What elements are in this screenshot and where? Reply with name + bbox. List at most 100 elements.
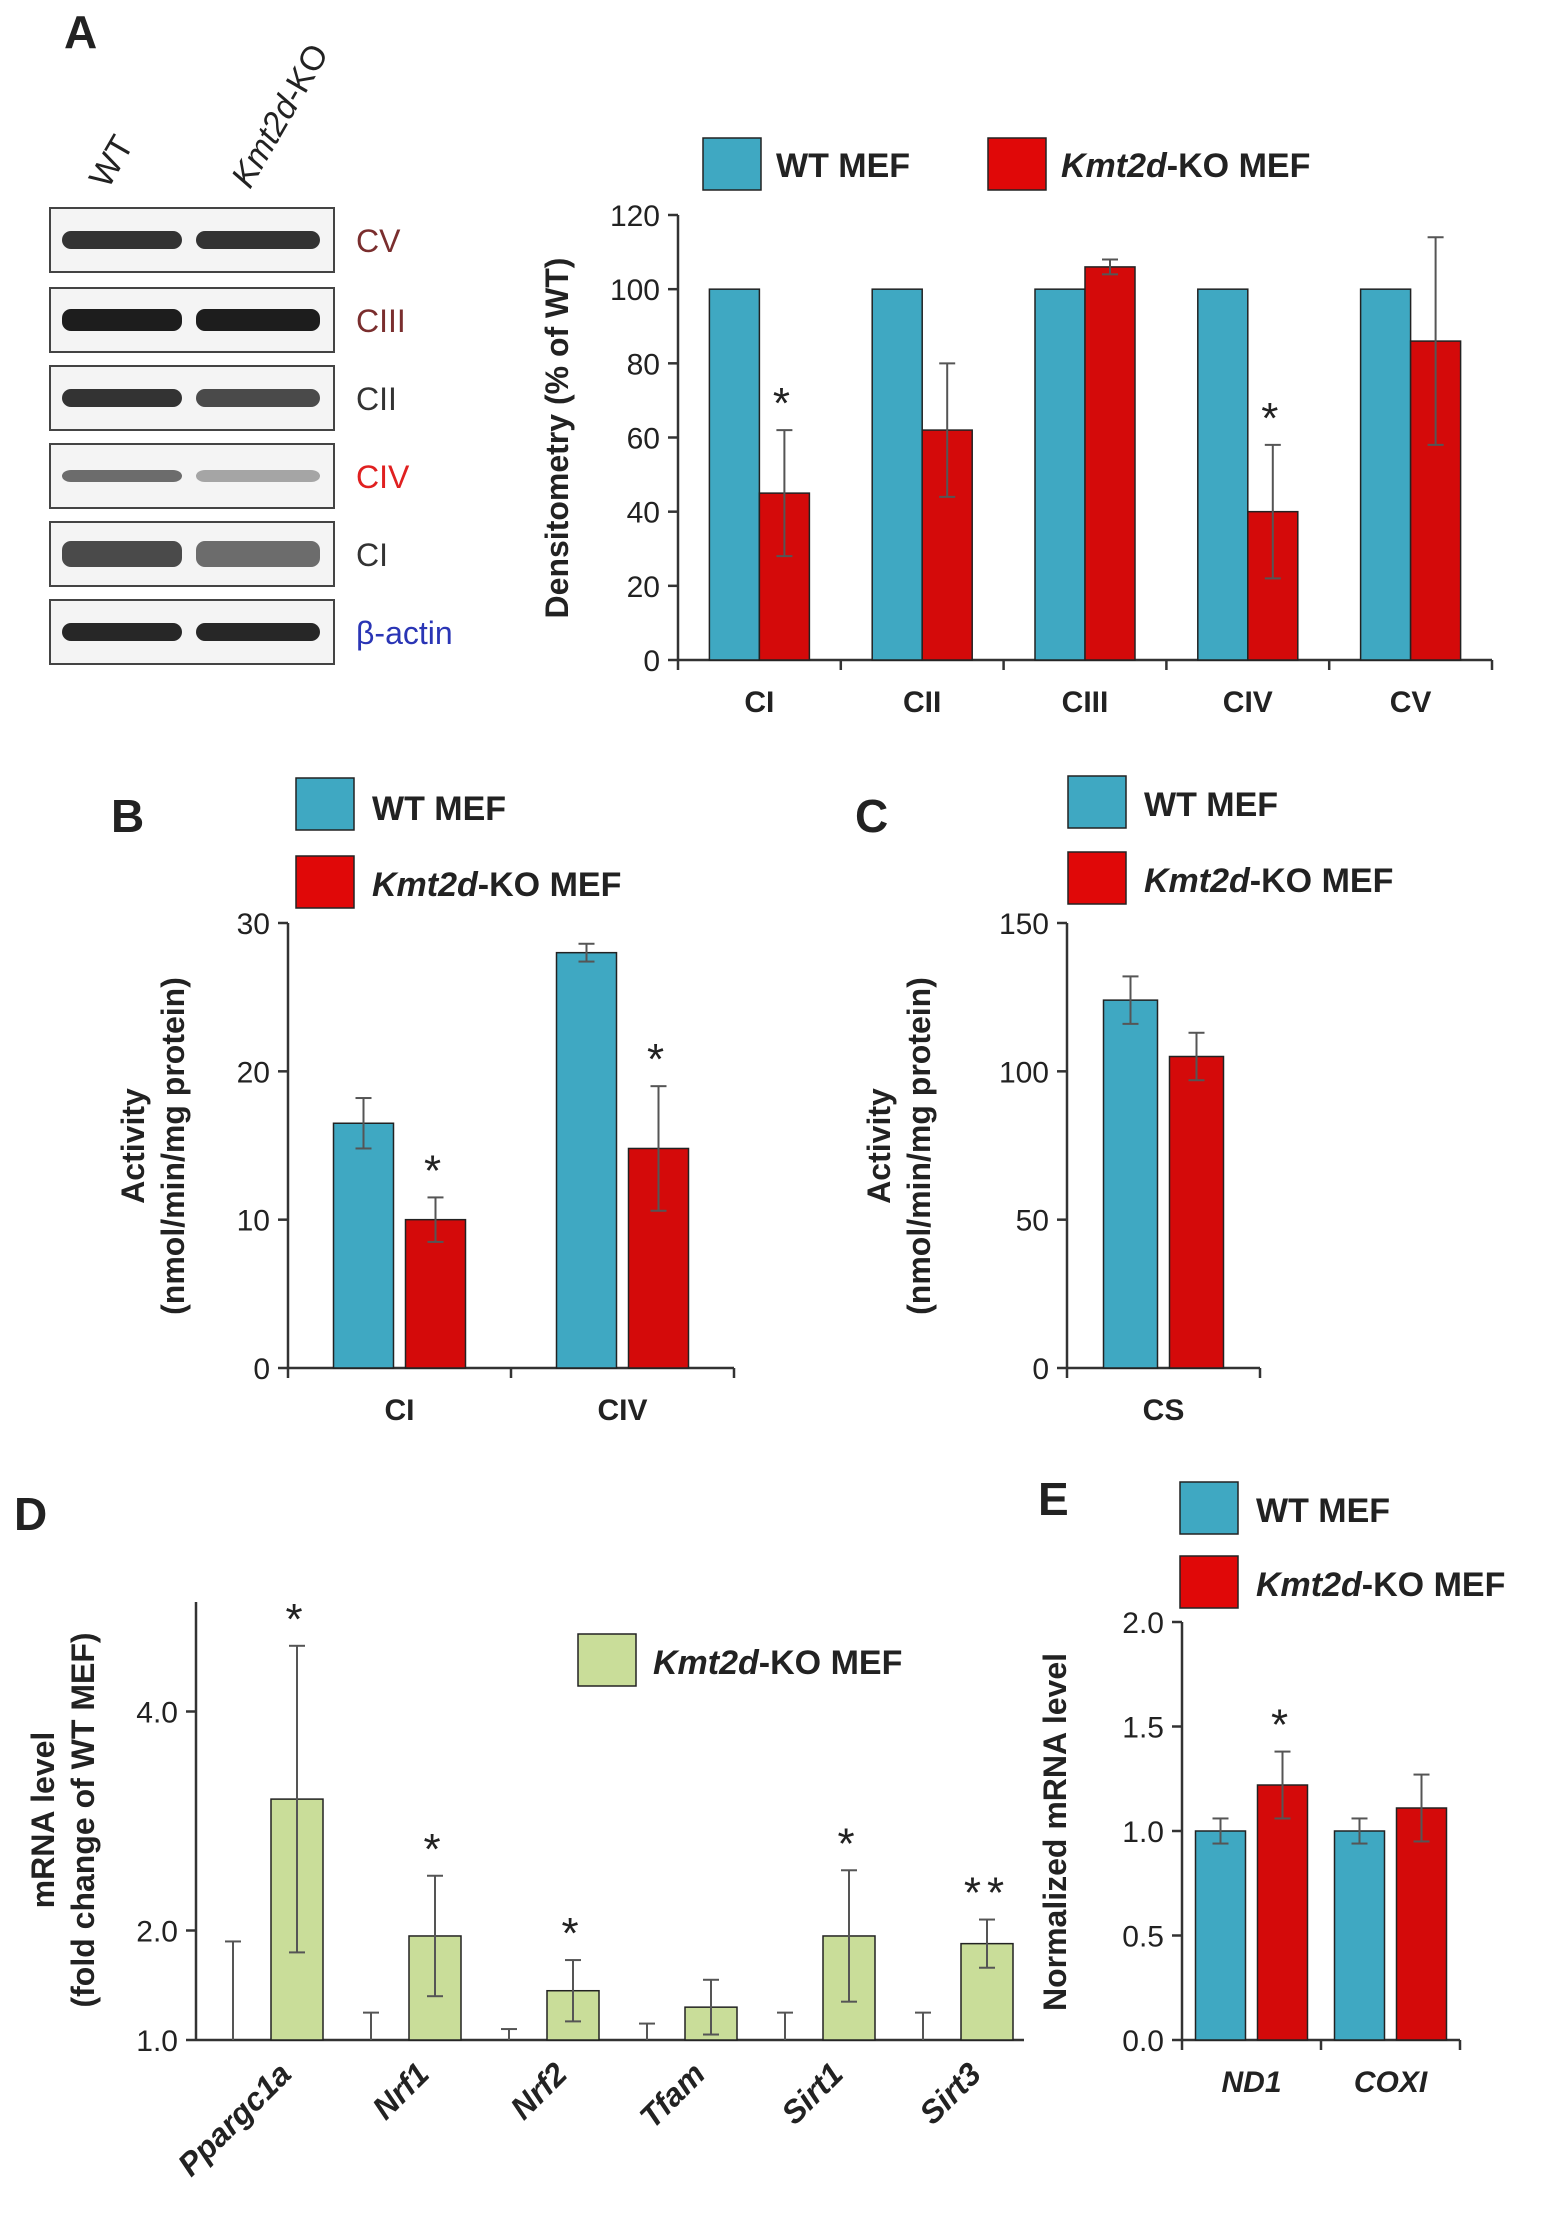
chart-e: 0.0 0.5 1.0 1.5 2.0 Normalized mRNA level * ND1… xyxy=(1037,1607,1462,2099)
bar-ko-coxi xyxy=(1395,1807,1448,2041)
y-tick-label: 0 xyxy=(1032,1353,1049,1386)
x-tick-label: ND1 xyxy=(1221,2066,1281,2099)
bar-wt-cii xyxy=(871,288,923,661)
x-tick-label: CIV xyxy=(1223,686,1273,719)
y-tick-label: 1.5 xyxy=(1122,1712,1164,1745)
blot-band-wt xyxy=(62,309,182,331)
y-axis-label: mRNA level xyxy=(25,1732,61,1909)
x-tick-label: CIV xyxy=(597,1394,647,1427)
significance-mark: * xyxy=(1261,394,1284,443)
blot-band-ko xyxy=(196,541,320,567)
y-tick-label: 0 xyxy=(643,645,660,678)
bar-ko-cs xyxy=(1168,1055,1225,1369)
y-tick-label: 120 xyxy=(610,200,660,233)
legend-d-ko-swatch xyxy=(577,1633,637,1687)
y-tick-label: 20 xyxy=(627,571,660,604)
y-tick-label: 80 xyxy=(627,348,660,381)
blot-band-label: CV xyxy=(356,223,401,259)
panel-letter-a: A xyxy=(64,6,97,58)
blot-band-label: CII xyxy=(356,381,397,417)
y-tick-label: 2.0 xyxy=(136,1916,178,1949)
blot-band-wt xyxy=(62,541,182,567)
bar-wt-coxi xyxy=(1333,1830,1386,2041)
x-tick-label: CII xyxy=(903,686,941,719)
x-tick-label: Tfam xyxy=(632,2055,712,2135)
blot-band-wt xyxy=(62,623,182,641)
bar-wt-civ xyxy=(1197,288,1249,661)
legend-b-wt-swatch xyxy=(295,777,355,831)
y-axis-label: Activity xyxy=(861,1088,897,1204)
x-tick-label: CV xyxy=(1390,686,1432,719)
panel-letter-b: B xyxy=(111,790,144,842)
legend-b-wt-label: WT MEF xyxy=(372,790,506,828)
x-tick-label: Sirt3 xyxy=(912,2055,988,2131)
legend-b-ko-label: Kmt2d-KO MEF xyxy=(372,866,621,904)
blot-band-ko xyxy=(196,623,320,641)
legend-e: WT MEF Kmt2d-KO MEF xyxy=(1179,1481,1505,1609)
significance-mark: * xyxy=(647,1035,670,1084)
legend-c-wt-swatch xyxy=(1067,775,1127,829)
y-tick-label: 10 xyxy=(237,1205,270,1238)
chart-d: 1.0 2.0 4.0 mRNA level (fold change of WT ME… xyxy=(25,1595,1024,2183)
y-tick-label: 1.0 xyxy=(1122,1816,1164,1849)
bar-ko-sirt3 xyxy=(960,1942,1014,2041)
blot-band-label: CIV xyxy=(356,459,410,495)
x-tick-label: Nrf2 xyxy=(503,2055,574,2126)
chart-b: 0 10 20 30 Activity (nmol/min/mg protein) * CI *… xyxy=(115,908,736,1427)
bar-wt-nd1 xyxy=(1194,1830,1247,2041)
significance-mark: * xyxy=(423,1825,446,1874)
significance-mark: * xyxy=(561,1909,584,1958)
bar-ko-nd1 xyxy=(1256,1784,1309,2041)
y-axis-label: (nmol/min/mg protein) xyxy=(901,977,937,1315)
blot-band-ko xyxy=(196,231,320,249)
legend-a-ko-label: Kmt2d-KO MEF xyxy=(1061,147,1310,185)
bar-wt-civ xyxy=(555,951,618,1369)
blot-band-ko xyxy=(196,470,320,482)
legend-e-wt-label: WT MEF xyxy=(1256,1492,1390,1530)
y-tick-label: 50 xyxy=(1016,1205,1049,1238)
bar-wt-cs xyxy=(1102,999,1159,1369)
chart-c: 0 50 100 150 Activity (nmol/min/mg protein) CS xyxy=(861,908,1262,1427)
legend-d: Kmt2d-KO MEF xyxy=(577,1633,902,1687)
x-tick-label: COXI xyxy=(1354,2066,1428,2099)
legend-c-ko-label: Kmt2d-KO MEF xyxy=(1144,862,1393,900)
blot-band-label: CIII xyxy=(356,303,406,339)
y-tick-label: 30 xyxy=(237,908,270,941)
y-tick-label: 150 xyxy=(999,908,1049,941)
x-tick-label: CI xyxy=(385,1394,415,1427)
legend-e-ko-label: Kmt2d-KO MEF xyxy=(1256,1566,1505,1604)
x-tick-label: Sirt1 xyxy=(774,2055,850,2131)
lane-label-ko: Kmt2d-KO xyxy=(224,38,336,194)
x-tick-label: Ppargc1a xyxy=(171,2055,298,2182)
blot-band-ko xyxy=(196,309,320,331)
significance-mark: * xyxy=(285,1595,308,1644)
legend-a: WT MEF Kmt2d-KO MEF xyxy=(702,137,1310,191)
x-tick-label: Nrf1 xyxy=(365,2055,436,2126)
blot-band-wt xyxy=(62,231,182,249)
blot-band-label: CI xyxy=(356,537,388,573)
bar-wt-ci xyxy=(332,1122,395,1369)
y-tick-label: 2.0 xyxy=(1122,1607,1164,1640)
bar-ko-ciii xyxy=(1084,266,1136,661)
y-tick-label: 100 xyxy=(999,1056,1049,1089)
y-tick-label: 1.0 xyxy=(136,2025,178,2058)
y-tick-label: 0.0 xyxy=(1122,2025,1164,2058)
bar-wt-cv xyxy=(1359,288,1412,661)
y-tick-label: 60 xyxy=(627,423,660,456)
significance-mark: * xyxy=(424,1146,447,1195)
y-tick-label: 0 xyxy=(253,1353,270,1386)
y-axis-label: Densitometry (% of WT) xyxy=(539,258,575,619)
blot-band-ko xyxy=(196,389,320,407)
blot-band-wt xyxy=(62,389,182,407)
y-axis-label: (nmol/min/mg protein) xyxy=(155,977,191,1315)
y-axis-label: Normalized mRNA level xyxy=(1037,1653,1073,2011)
legend-e-wt-swatch xyxy=(1179,1481,1239,1535)
y-tick-label: 100 xyxy=(610,274,660,307)
legend-b: WT MEF Kmt2d-KO MEF xyxy=(295,777,621,909)
panel-letter-c: C xyxy=(855,790,888,842)
significance-mark: * xyxy=(773,379,796,428)
y-tick-label: 0.5 xyxy=(1122,1921,1164,1954)
significance-mark: ** xyxy=(964,1869,1010,1918)
y-axis-label: (fold change of WT MEF) xyxy=(65,1632,101,2007)
